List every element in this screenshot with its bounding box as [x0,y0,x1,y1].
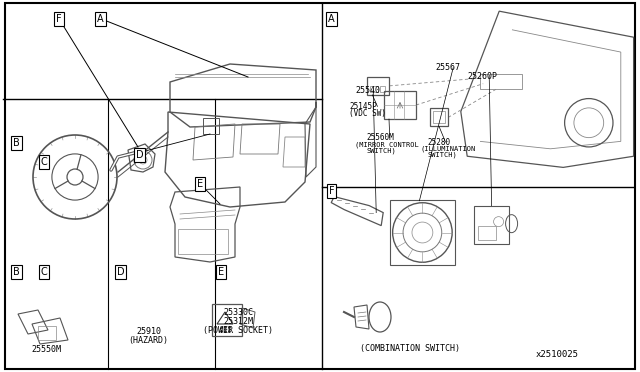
Bar [212,304,242,336]
Bar [371,86,378,92]
Bar [430,109,448,126]
Text: (ILLUMINATION: (ILLUMINATION [420,145,476,152]
Bar [480,74,522,89]
Bar [38,326,56,340]
Text: F: F [56,14,61,23]
Bar [178,229,228,254]
Text: (COMBINATION SWITCH): (COMBINATION SWITCH) [360,344,460,353]
Bar [477,226,495,240]
Text: 25260P: 25260P [467,72,497,81]
Bar [433,112,445,124]
Text: F: F [329,186,334,196]
Text: 25560M: 25560M [367,133,394,142]
Text: SWITCH): SWITCH) [366,147,396,154]
Text: (POWER SOCKET): (POWER SOCKET) [203,326,273,335]
Text: 25910: 25910 [136,327,161,336]
Text: x2510025: x2510025 [535,350,579,359]
Text: A: A [97,14,104,23]
Text: E: E [218,267,224,276]
Text: 25145P: 25145P [349,102,377,111]
Bar [384,91,416,119]
Bar [474,206,509,244]
Bar [390,200,455,265]
Text: 25550M: 25550M [31,345,61,354]
Text: 25280: 25280 [428,138,451,147]
Bar [380,86,385,92]
Text: C: C [41,157,47,167]
Text: E: E [197,179,204,189]
Text: 25540: 25540 [355,86,380,94]
Text: C: C [41,267,47,276]
Text: (HAZARD): (HAZARD) [129,336,168,345]
Text: D: D [136,150,143,160]
Text: B: B [13,267,20,276]
Text: 25330C: 25330C [223,308,253,317]
Text: (MIRROR CONTROL: (MIRROR CONTROL [355,141,419,148]
Text: D: D [116,267,124,276]
Text: SWITCH): SWITCH) [428,151,457,158]
Text: 25312M: 25312M [223,317,253,326]
Text: (VDC SW): (VDC SW) [349,109,387,118]
Text: A: A [328,14,335,23]
Bar [203,118,219,134]
Text: B: B [13,138,20,148]
Bar [367,77,389,95]
Text: 25567: 25567 [435,63,460,72]
